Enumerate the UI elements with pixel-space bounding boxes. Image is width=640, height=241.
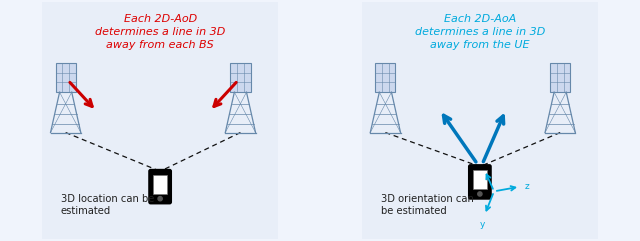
Text: Each 2D-AoD
determines a line in 3D
away from each BS: Each 2D-AoD determines a line in 3D away… (95, 14, 225, 50)
Text: 3D orientation can
be estimated: 3D orientation can be estimated (381, 194, 474, 216)
Circle shape (158, 197, 163, 201)
Bar (375, 63, 396, 92)
Text: y: y (479, 220, 485, 229)
Bar (56, 63, 76, 92)
FancyBboxPatch shape (149, 170, 171, 203)
FancyBboxPatch shape (153, 175, 167, 194)
Text: Each 2D-AoA
determines a line in 3D
away from the UE: Each 2D-AoA determines a line in 3D away… (415, 14, 545, 50)
Bar (550, 63, 570, 92)
FancyBboxPatch shape (40, 0, 280, 241)
FancyBboxPatch shape (473, 170, 487, 189)
Bar (230, 63, 250, 92)
Circle shape (477, 192, 482, 196)
Text: 3D location can be
estimated: 3D location can be estimated (61, 194, 154, 216)
FancyBboxPatch shape (360, 0, 600, 241)
FancyBboxPatch shape (469, 165, 491, 199)
Text: z: z (525, 182, 529, 191)
